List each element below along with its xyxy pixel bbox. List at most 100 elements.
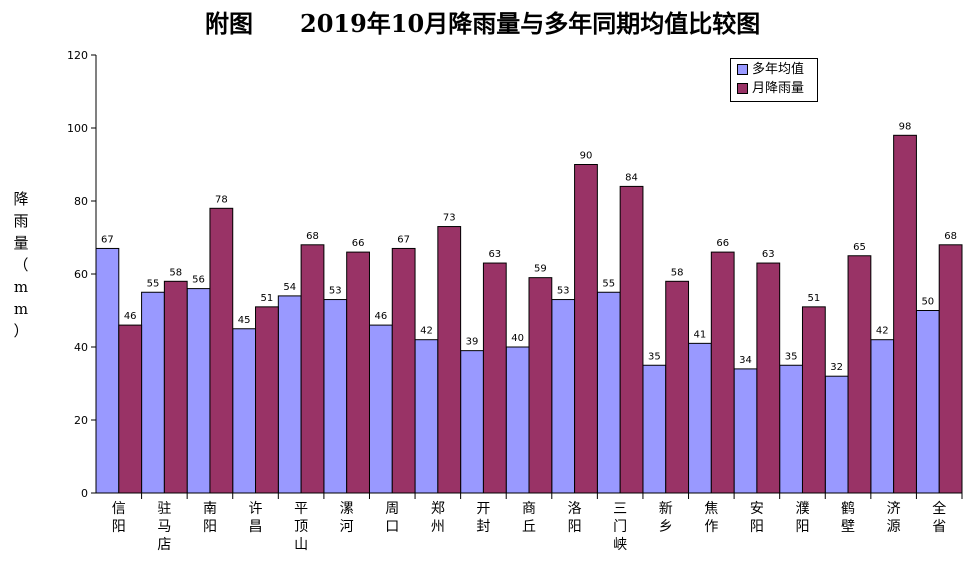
data-label-rain-5: 66 [352,238,365,249]
bar-rain-7 [437,226,462,494]
legend-item-2: 月降雨量 [737,80,804,98]
legend-label-1: 多年均值 [752,62,805,77]
x-tick-label-9: 商丘 [522,501,536,535]
data-label-rain-6: 67 [397,234,410,245]
data-label-avg-7: 42 [420,326,433,337]
x-tick-label-1: 驻马店 [157,501,171,553]
x-tick-label-10: 洛阳 [568,501,582,535]
bar-avg-17 [870,339,895,494]
data-label-avg-17: 42 [876,326,889,337]
bar-rain-0 [118,324,143,494]
bar-rain-6 [391,247,416,494]
bar-avg-4 [277,295,302,494]
bar-rain-17 [893,134,917,494]
data-label-avg-10: 53 [557,286,570,297]
x-tick-label-4: 平顶山 [294,501,308,553]
data-label-avg-11: 55 [602,278,615,289]
x-tick-label-13: 焦作 [704,501,718,535]
data-label-rain-3: 51 [261,293,274,304]
x-tick-label-2: 南阳 [203,501,217,535]
y-axis-label-char-5: m [13,300,29,318]
data-label-avg-5: 53 [329,286,342,297]
bar-avg-8 [460,350,484,494]
bar-rain-9 [528,277,553,494]
data-label-avg-9: 40 [511,333,524,344]
legend-swatch-1 [737,64,748,75]
bar-rain-3 [255,306,279,494]
chart-title: 附图 2019年10月降雨量与多年同期均值比较图 [0,4,968,44]
data-label-rain-1: 58 [169,267,182,278]
legend: 多年均值 月降雨量 [730,58,818,102]
data-label-rain-15: 51 [808,293,821,304]
data-label-avg-12: 35 [648,351,661,362]
bar-rain-8 [482,262,507,494]
bar-rain-13 [710,251,735,494]
y-axis-label-char-6: ） [13,322,29,340]
y-axis-label: 降雨量 （ m m ） [8,188,34,342]
x-tick-label-5: 漯河 [340,501,354,535]
data-label-avg-4: 54 [283,282,296,293]
bar-avg-12 [642,364,667,494]
bar-avg-3 [232,328,257,494]
data-label-avg-6: 46 [375,311,388,322]
y-tick-label-100: 100 [67,122,88,135]
y-axis-label-char-1: 雨 [13,212,29,230]
y-axis-label-char-4: m [13,278,29,296]
data-label-rain-13: 66 [716,238,729,249]
y-tick-label-60: 60 [74,268,88,281]
bar-rain-15 [801,306,826,494]
bar-rain-16 [847,255,872,494]
data-label-rain-11: 84 [625,172,638,183]
y-axis-label-char-0: 降 [13,190,29,208]
bar-avg-2 [186,288,211,494]
x-tick-label-8: 开封 [476,501,490,535]
x-tick-label-15: 濮阳 [795,501,809,535]
y-tick-label-20: 20 [74,414,88,427]
figure-label: 附图 [205,9,253,38]
bar-rain-14 [756,262,781,494]
data-label-avg-1: 55 [147,278,160,289]
x-tick-label-11: 三门峡 [613,501,627,553]
legend-swatch-2 [737,83,748,94]
bar-rain-5 [346,251,370,494]
bar-rain-1 [163,280,188,494]
bar-rain-2 [209,207,234,494]
data-label-rain-0: 46 [124,311,137,322]
legend-item-1: 多年均值 [737,61,804,79]
data-label-rain-9: 59 [534,264,547,275]
bar-avg-11 [596,291,621,494]
data-label-rain-18: 68 [944,231,957,242]
page-title: 2019年10月降雨量与多年同期均值比较图 [300,9,761,38]
data-label-avg-3: 45 [238,315,251,326]
bar-avg-13 [688,342,712,494]
x-tick-label-16: 鹤壁 [841,501,855,535]
y-tick-label-40: 40 [74,341,88,354]
x-tick-label-14: 安阳 [750,501,764,535]
bar-avg-0 [95,247,120,494]
data-label-avg-16: 32 [830,362,843,373]
data-label-avg-15: 35 [785,351,798,362]
x-tick-label-12: 新乡 [659,501,673,535]
x-tick-label-7: 郑州 [431,501,445,535]
data-label-avg-14: 34 [739,355,752,366]
data-label-rain-17: 98 [899,121,912,132]
bar-avg-15 [779,364,803,494]
y-tick-label-80: 80 [74,195,88,208]
data-label-avg-13: 41 [694,329,707,340]
data-label-avg-2: 56 [192,275,205,286]
data-label-rain-16: 65 [853,242,866,253]
bar-avg-10 [551,299,576,494]
y-axis-label-char-2: 量 [13,234,29,252]
bar-avg-7 [414,339,439,494]
data-label-avg-0: 67 [101,234,114,245]
legend-label-2: 月降雨量 [752,81,805,96]
data-label-avg-8: 39 [466,337,479,348]
data-label-avg-18: 50 [921,297,934,308]
x-tick-label-6: 周口 [385,501,399,535]
bar-rain-12 [665,280,690,494]
data-label-rain-14: 63 [762,249,775,260]
data-label-rain-4: 68 [306,231,319,242]
data-label-rain-2: 78 [215,194,228,205]
bar-rain-18 [938,244,963,494]
